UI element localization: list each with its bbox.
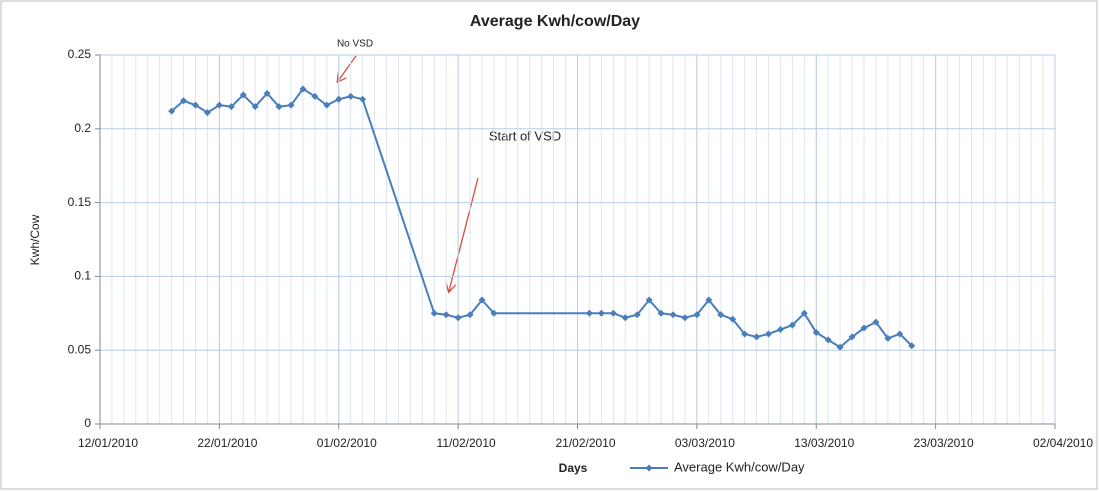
data-point — [812, 328, 820, 336]
data-point — [466, 311, 474, 319]
data-point — [908, 342, 916, 350]
data-point — [741, 330, 749, 338]
x-tick-label: 21/02/2010 — [555, 436, 615, 450]
y-tick-label: 0 — [84, 416, 91, 430]
annotation: No VSD — [337, 39, 373, 50]
data-point — [860, 324, 868, 332]
x-tick-label: 01/02/2010 — [317, 436, 377, 450]
data-point — [609, 309, 617, 317]
data-point — [180, 97, 188, 105]
annotation-arrow — [449, 177, 479, 291]
data-point — [693, 311, 701, 319]
y-tick-label: 0.1 — [74, 269, 91, 283]
data-point — [168, 107, 176, 115]
data-point — [884, 334, 892, 342]
data-point — [633, 311, 641, 319]
data-point — [824, 336, 832, 344]
data-point — [442, 311, 450, 319]
data-point — [275, 103, 283, 111]
x-tick-label: 11/02/2010 — [437, 436, 496, 450]
y-tick-label: 0.25 — [68, 47, 92, 61]
data-point — [765, 330, 772, 338]
x-tick-label: 13/03/2010 — [794, 436, 854, 450]
data-point — [239, 91, 247, 99]
x-tick-label: 02/04/2010 — [1033, 436, 1093, 450]
data-point — [347, 92, 355, 100]
annotation-arrow — [338, 55, 357, 81]
data-point — [705, 296, 713, 304]
data-point — [717, 311, 725, 319]
annotation: Start of VSD — [489, 128, 561, 143]
data-point — [192, 101, 199, 109]
legend-label: Average Kwh/cow/Day — [674, 459, 805, 474]
data-point — [645, 296, 653, 304]
y-axis-label: Kwh/Cow — [28, 214, 42, 265]
x-tick-label: 22/01/2010 — [197, 436, 257, 450]
data-point — [681, 314, 689, 322]
x-tick-label: 23/03/2010 — [914, 436, 974, 450]
chart-title: Average Kwh/cow/Day — [470, 13, 640, 30]
data-point — [227, 103, 235, 111]
data-point — [621, 314, 629, 322]
data-point — [359, 95, 367, 103]
data-point — [585, 309, 593, 317]
data-point — [848, 333, 856, 341]
data-point — [657, 309, 665, 317]
data-point — [788, 321, 796, 329]
x-tick-label: 03/03/2010 — [675, 436, 735, 450]
legend-marker — [645, 464, 653, 472]
y-tick-label: 0.05 — [68, 342, 92, 356]
data-point — [753, 333, 761, 341]
data-point — [311, 92, 319, 100]
data-point — [872, 318, 880, 326]
data-point — [287, 101, 295, 109]
data-point — [335, 95, 343, 103]
y-tick-label: 0.15 — [68, 195, 92, 209]
data-point — [776, 326, 784, 334]
data-point — [430, 309, 438, 317]
data-point — [729, 315, 737, 323]
data-point — [203, 109, 211, 117]
data-point — [215, 101, 223, 109]
data-point — [597, 309, 605, 317]
x-tick-label: 12/01/2010 — [78, 436, 138, 450]
data-point — [454, 314, 462, 322]
data-point — [263, 89, 271, 97]
data-point — [896, 330, 904, 338]
data-point — [800, 309, 808, 317]
data-point — [251, 103, 259, 111]
y-tick-label: 0.2 — [74, 121, 91, 135]
data-point — [478, 296, 486, 304]
x-axis-label: Days — [559, 461, 588, 475]
data-point — [669, 311, 677, 319]
data-point — [323, 101, 331, 109]
data-point — [490, 309, 498, 317]
data-point — [836, 343, 844, 351]
data-point — [299, 85, 307, 93]
